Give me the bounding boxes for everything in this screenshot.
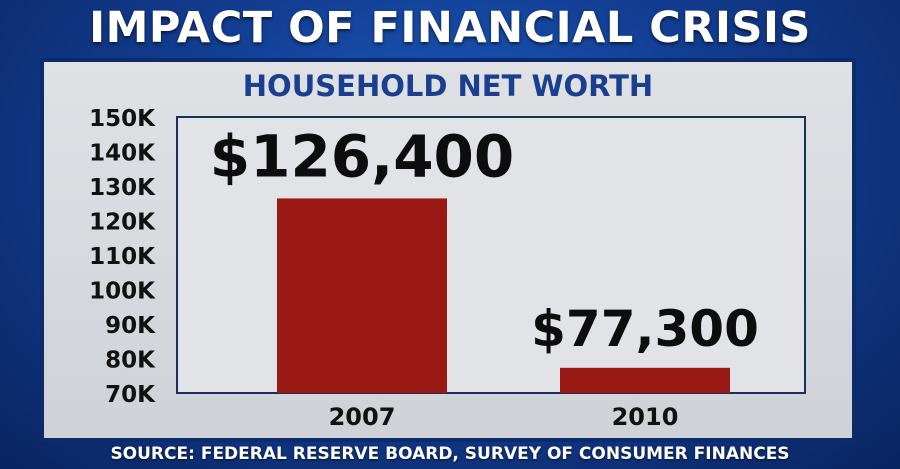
y-tick-label: 90K xyxy=(105,313,156,339)
y-tick-label: 80K xyxy=(105,348,156,374)
source-note: SOURCE: FEDERAL RESERVE BOARD, SURVEY OF… xyxy=(110,444,790,464)
data-label: $126,400 xyxy=(210,122,515,190)
x-tick-label: 2007 xyxy=(329,403,396,431)
bar-2007 xyxy=(277,198,447,393)
data-label: $77,300 xyxy=(531,300,759,358)
y-tick-label: 120K xyxy=(89,210,156,236)
chart-title: HOUSEHOLD NET WORTH xyxy=(242,69,654,103)
y-tick-label: 140K xyxy=(89,141,156,167)
y-tick-label: 70K xyxy=(105,382,156,408)
y-tick-label: 130K xyxy=(89,175,156,201)
y-tick-label: 100K xyxy=(89,279,156,305)
bar-2010 xyxy=(560,367,730,393)
x-tick-label: 2010 xyxy=(612,403,679,431)
y-tick-label: 150K xyxy=(89,106,156,132)
y-tick-label: 110K xyxy=(89,244,156,270)
headline: IMPACT OF FINANCIAL CRISIS xyxy=(89,3,811,53)
